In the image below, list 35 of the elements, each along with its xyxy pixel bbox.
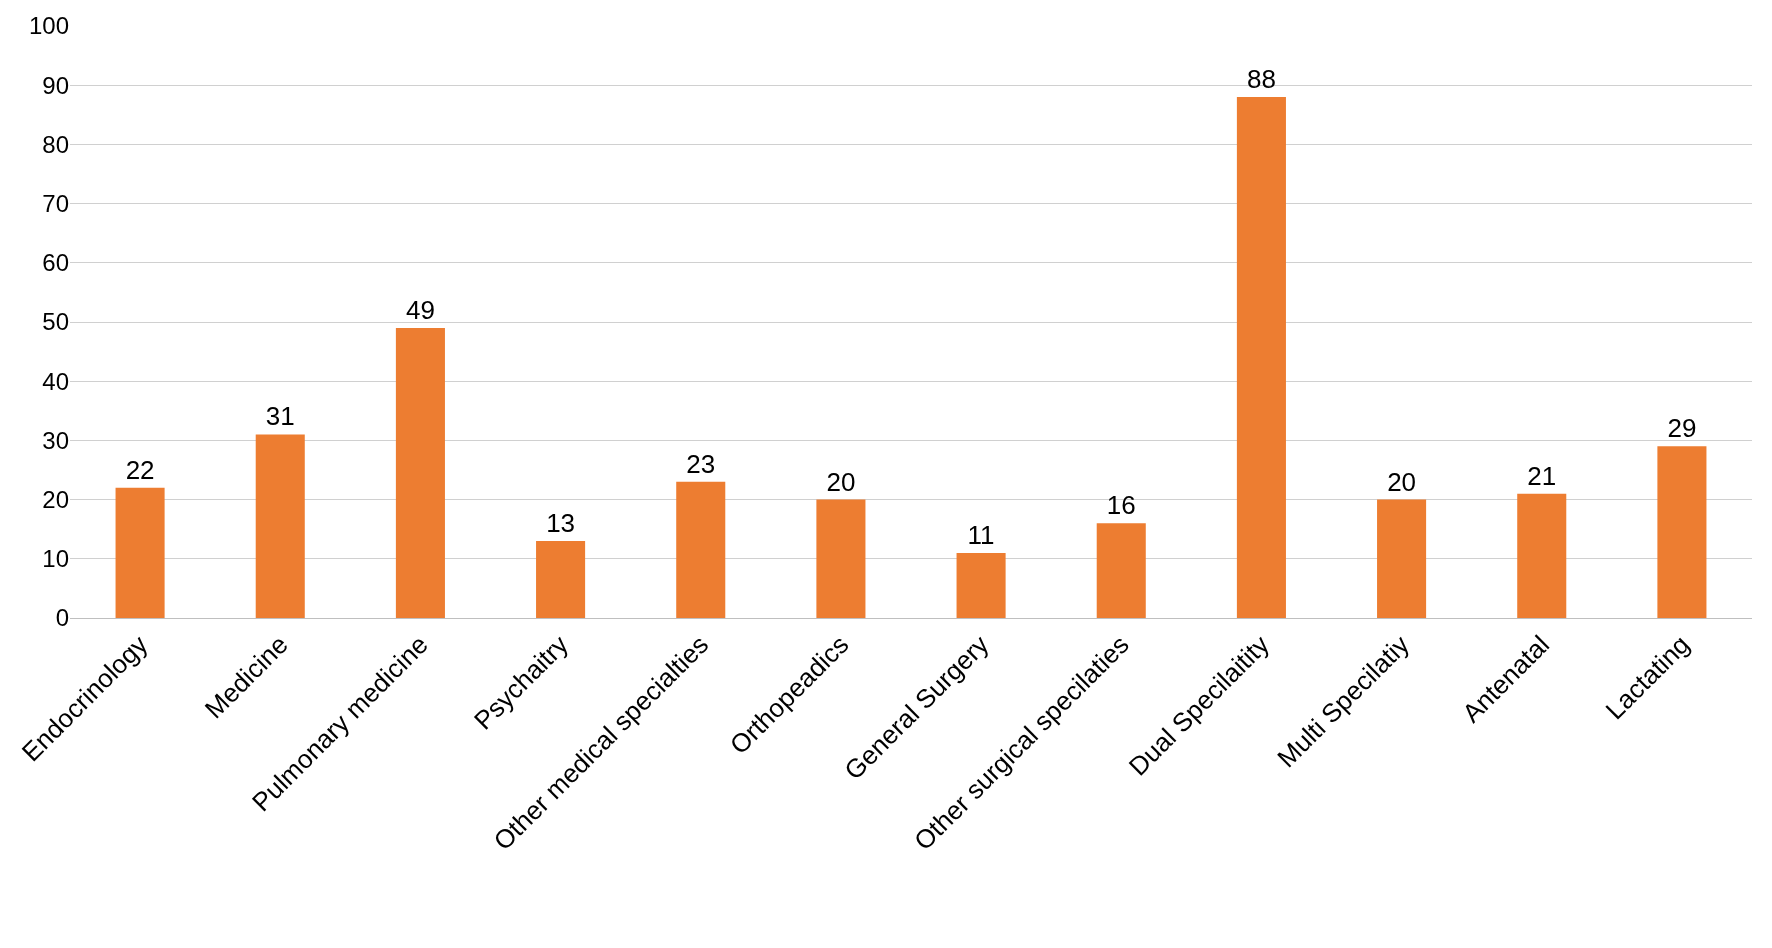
y-tick-label: 80: [42, 130, 69, 158]
data-label: 88: [1246, 64, 1276, 95]
y-tick-label: 30: [42, 426, 69, 454]
bar: [115, 487, 165, 618]
data-label: 20: [826, 466, 856, 497]
bar: [956, 552, 1006, 618]
bar: [1236, 97, 1286, 618]
bar: [1096, 523, 1146, 618]
y-tick-label: 90: [42, 71, 69, 99]
data-label: 16: [1106, 490, 1136, 521]
bar: [255, 434, 305, 618]
data-label: 20: [1387, 466, 1417, 497]
bar: [536, 541, 586, 618]
y-tick-label: 60: [42, 249, 69, 277]
y-tick-label: 0: [55, 604, 69, 632]
data-label: 22: [125, 454, 155, 485]
bar: [1377, 499, 1427, 618]
y-tick-label: 40: [42, 367, 69, 395]
data-label: 11: [967, 519, 995, 550]
data-label: 13: [546, 508, 576, 539]
y-tick-label: 20: [42, 486, 69, 513]
y-tick-label: 50: [42, 308, 69, 336]
data-label: 49: [405, 294, 435, 325]
bar: [816, 499, 866, 618]
data-label: 23: [686, 448, 716, 479]
bar: [1517, 493, 1567, 618]
bar: [395, 327, 445, 618]
y-tick-label: 100: [28, 12, 69, 40]
y-tick-label: 10: [42, 545, 69, 573]
data-label: 31: [265, 401, 295, 432]
bar: [676, 481, 726, 618]
data-label: 21: [1527, 460, 1557, 491]
y-tick-label: 70: [42, 190, 69, 217]
bar: [1657, 446, 1707, 618]
data-label: 29: [1667, 413, 1697, 444]
